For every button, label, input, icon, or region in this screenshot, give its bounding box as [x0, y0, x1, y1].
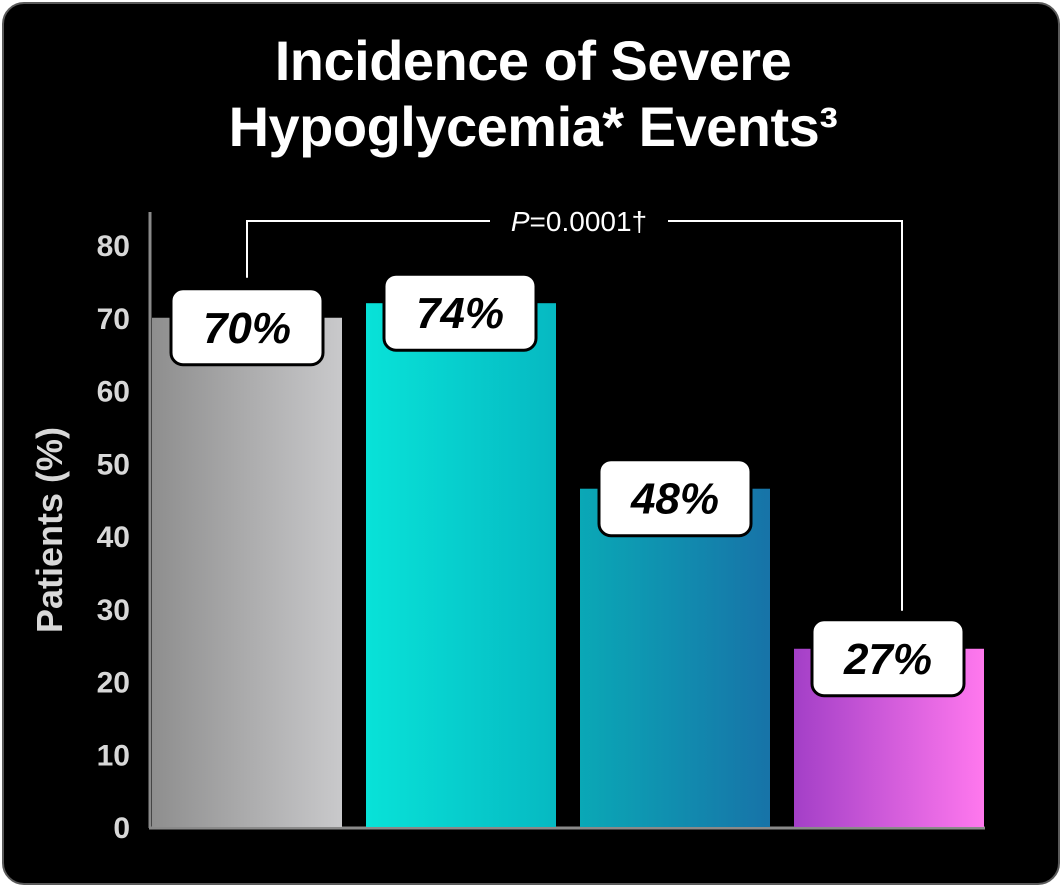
p-value-text: P=0.0001† — [511, 206, 647, 237]
y-tick-label: 60 — [97, 376, 130, 409]
bar — [366, 303, 556, 827]
bars — [152, 303, 984, 827]
p-value-annotation: P=0.0001† — [247, 206, 902, 611]
y-tick-label: 20 — [97, 667, 130, 700]
y-tick-label: 40 — [97, 521, 130, 554]
bar — [152, 318, 342, 827]
y-tick-label: 50 — [97, 448, 130, 481]
y-tick-label: 0 — [113, 812, 130, 845]
y-axis-label: Patients (%) — [29, 427, 70, 633]
data-label: 74% — [416, 289, 504, 338]
p-value-bracket — [247, 221, 902, 611]
y-tick-label: 10 — [97, 739, 130, 772]
y-tick-label: 30 — [97, 594, 130, 627]
data-label: 27% — [843, 635, 932, 684]
bar — [580, 489, 770, 827]
y-tick-label: 70 — [97, 303, 130, 336]
data-label: 48% — [630, 475, 719, 524]
data-label: 70% — [203, 304, 291, 353]
y-tick-label: 80 — [97, 230, 130, 263]
